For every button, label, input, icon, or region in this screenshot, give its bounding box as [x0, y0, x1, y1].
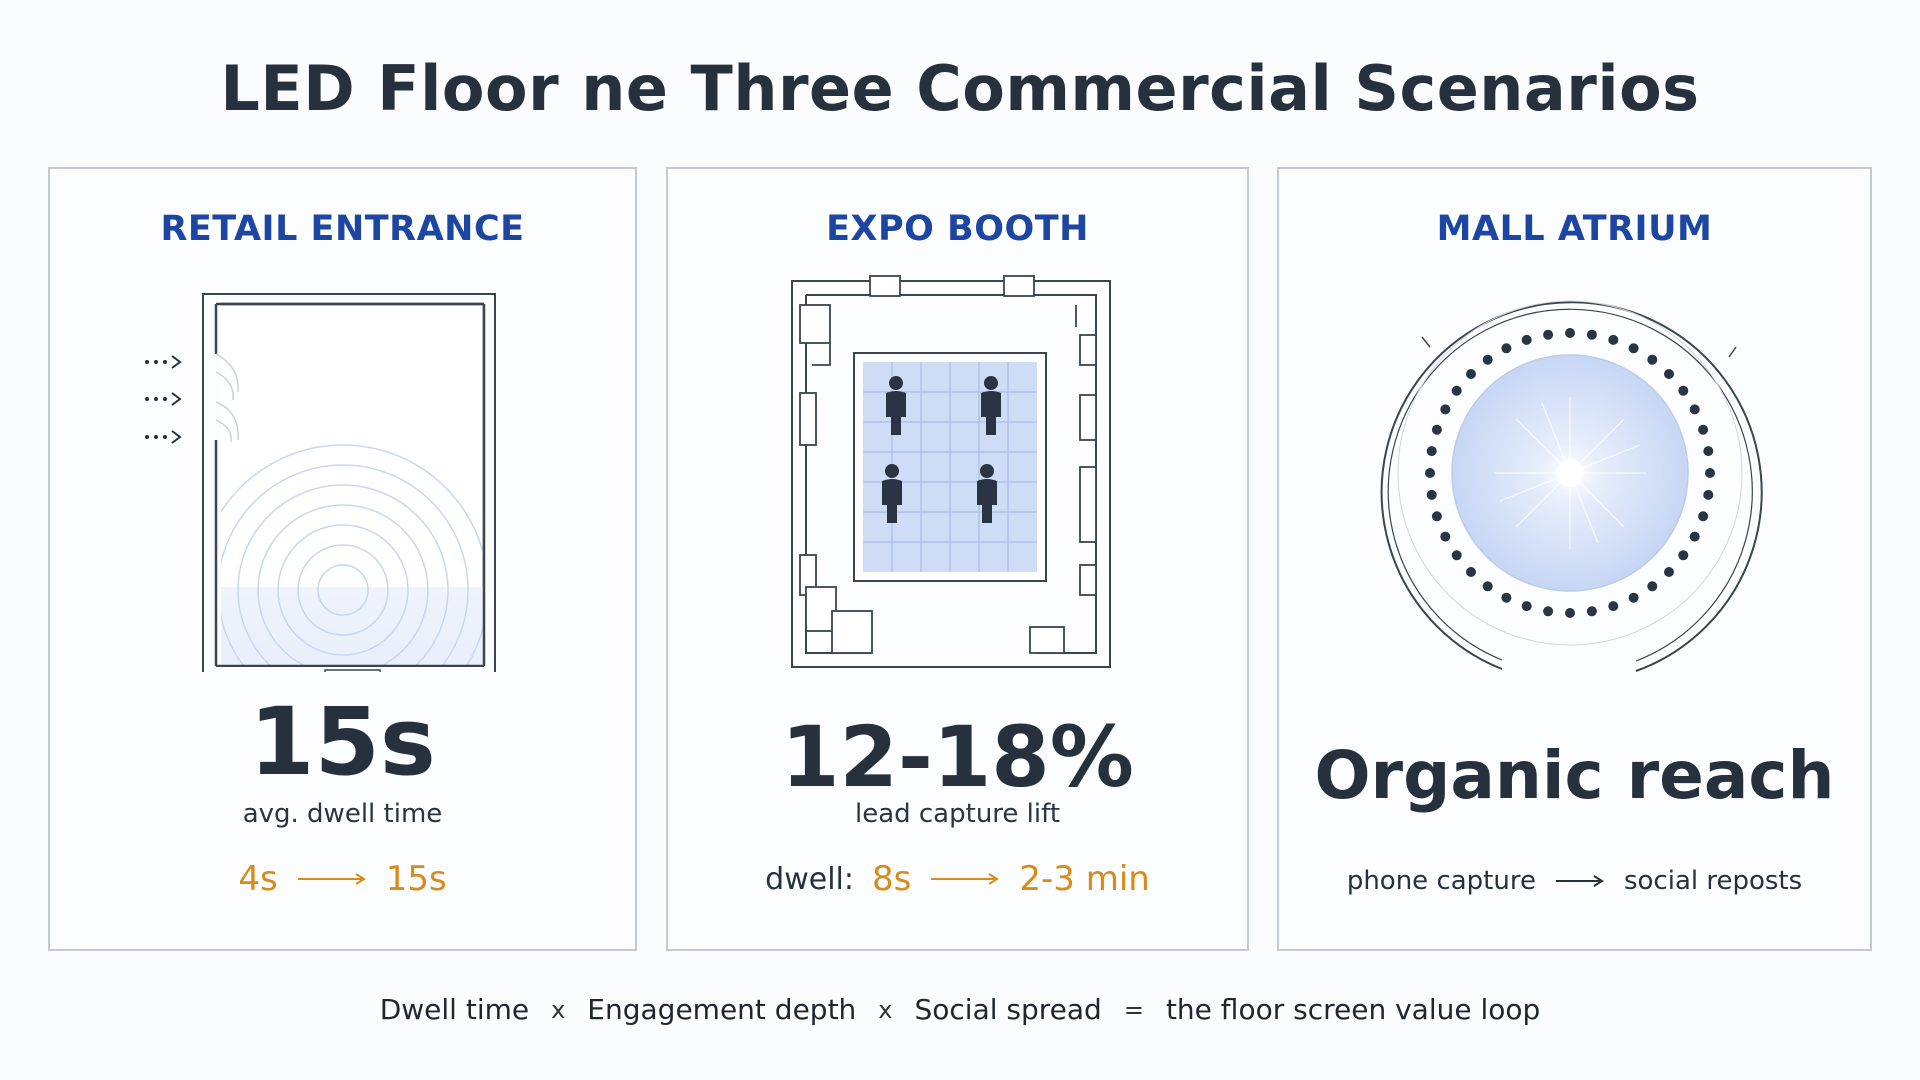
expo-booth-floorplan	[791, 275, 1111, 668]
stat-label: lead capture lift	[854, 799, 1061, 829]
audience-dot	[1440, 404, 1451, 415]
audience-dot	[1543, 606, 1554, 617]
stat-label: avg. dwell time	[242, 799, 443, 829]
multiply-symbol: x	[551, 995, 566, 1024]
audience-dot	[1628, 592, 1639, 603]
audience-dot	[1425, 468, 1435, 478]
card-retail-entrance: RETAIL ENTRANCE	[48, 167, 637, 951]
audience-dot	[1466, 369, 1476, 379]
flow-from: 4s	[238, 859, 278, 899]
audience-dot	[1608, 601, 1619, 612]
audience-dot	[1565, 608, 1575, 618]
audience-dot	[1431, 424, 1442, 435]
audience-dot	[1664, 567, 1674, 577]
audience-dot	[1628, 343, 1639, 354]
value-loop-equation: Dwell time x Engagement depth x Social s…	[0, 993, 1920, 1026]
audience-dot	[1451, 550, 1462, 561]
audience-dot	[1501, 592, 1512, 603]
audience-dot	[1521, 334, 1532, 345]
term-social-spread: Social spread	[914, 993, 1102, 1026]
audience-dot	[1565, 328, 1575, 338]
result-value-loop: the floor screen value loop	[1165, 993, 1541, 1026]
audience-dot	[1689, 404, 1700, 415]
audience-dot	[1647, 581, 1658, 592]
audience-dot	[1664, 369, 1674, 379]
term-dwell-time: Dwell time	[379, 993, 530, 1026]
card-title: RETAIL ENTRANCE	[160, 209, 525, 249]
card-expo-booth: EXPO BOOTH	[666, 167, 1249, 951]
person-icon	[882, 376, 1001, 523]
audience-dot	[1466, 567, 1476, 577]
audience-dot	[1705, 468, 1715, 478]
dwell-flow: dwell: 8s 2-3 min	[668, 859, 1247, 899]
audience-dot	[1698, 511, 1709, 522]
arrow-right-icon	[297, 873, 366, 885]
audience-dot	[1431, 511, 1442, 522]
entry-arrow-icon	[145, 355, 182, 444]
audience-dot	[1451, 385, 1462, 396]
flow-prefix: dwell:	[765, 861, 854, 897]
audience-dot	[1482, 581, 1493, 592]
flow-from: 8s	[872, 859, 912, 899]
audience-dot	[1678, 385, 1689, 396]
card-mall-atrium: MALL ATRIUM	[1277, 167, 1872, 951]
term-engagement-depth: Engagement depth	[587, 993, 857, 1026]
arrow-right-icon	[1555, 875, 1604, 887]
flow-from: phone capture	[1346, 866, 1536, 896]
card-title: EXPO BOOTH	[826, 209, 1089, 249]
audience-dot	[1521, 601, 1532, 612]
equals-symbol: =	[1123, 995, 1144, 1024]
audience-dot	[1703, 446, 1714, 457]
audience-dot	[1586, 606, 1597, 617]
audience-dot	[1501, 343, 1512, 354]
card-title: MALL ATRIUM	[1436, 209, 1713, 249]
mall-atrium-plan	[1380, 300, 1763, 672]
audience-dot	[1426, 446, 1437, 457]
multiply-symbol: x	[878, 995, 893, 1024]
flow-to: 2-3 min	[1019, 859, 1150, 899]
flow-to: 15s	[385, 859, 447, 899]
share-flow: phone capture social reposts	[1279, 866, 1870, 896]
audience-dot	[1703, 489, 1714, 500]
page-title: LED Floor ne Three Commercial Scenarios	[220, 52, 1700, 125]
audience-dot	[1586, 329, 1597, 340]
flow-to: social reposts	[1623, 866, 1803, 896]
stat-value: 15s	[249, 688, 436, 797]
audience-dot	[1482, 354, 1493, 365]
arrow-right-icon	[931, 873, 1000, 885]
dwell-flow: 4s 15s	[50, 859, 635, 899]
audience-dot	[1647, 354, 1658, 365]
stat-value: Organic reach	[1314, 737, 1835, 814]
audience-dot	[1678, 550, 1689, 561]
audience-dot	[1440, 531, 1451, 542]
audience-dot	[1543, 329, 1554, 340]
audience-dot	[1698, 424, 1709, 435]
audience-dot	[1426, 489, 1437, 500]
stat-value: 12-18%	[781, 708, 1134, 806]
retail-entrance-floorplan	[90, 272, 510, 672]
audience-dot	[1608, 334, 1619, 345]
audience-dot	[1689, 531, 1700, 542]
